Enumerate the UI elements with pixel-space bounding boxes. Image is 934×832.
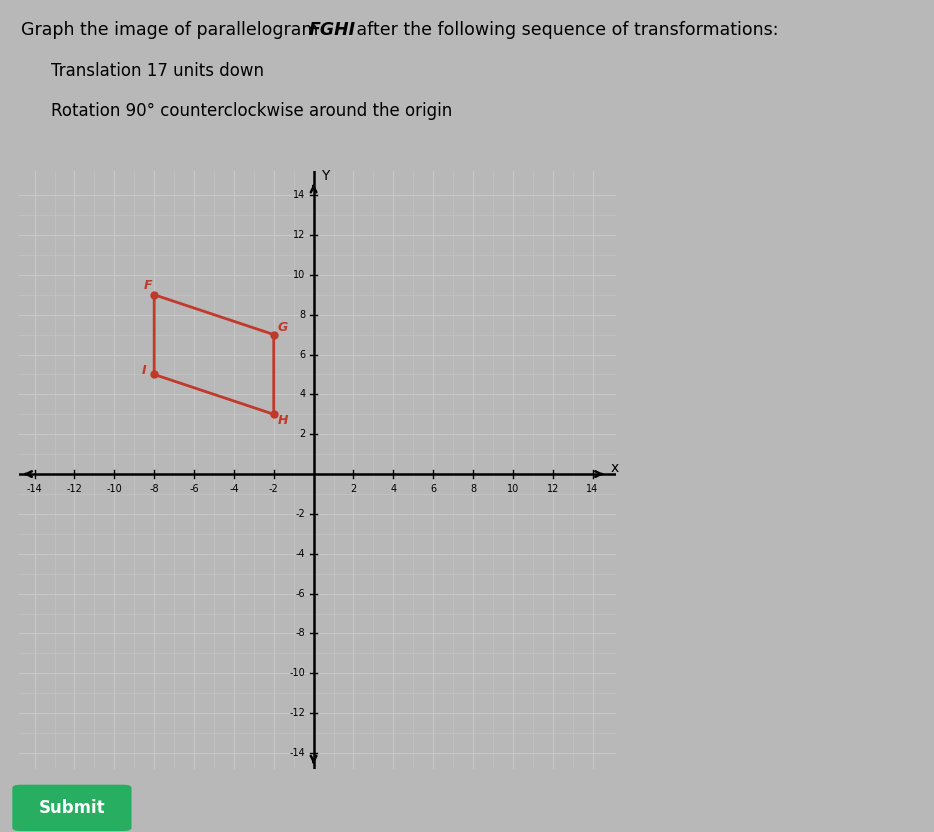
Text: x: x — [611, 461, 618, 475]
Text: 6: 6 — [300, 349, 305, 359]
Text: 8: 8 — [300, 310, 305, 319]
Text: Translation 17 units down: Translation 17 units down — [51, 62, 264, 81]
Text: H: H — [277, 414, 289, 428]
Text: -12: -12 — [66, 484, 82, 494]
Text: 10: 10 — [507, 484, 519, 494]
Text: F: F — [144, 279, 153, 292]
Text: 6: 6 — [430, 484, 436, 494]
Text: -6: -6 — [190, 484, 199, 494]
Text: 10: 10 — [293, 270, 305, 280]
Text: I: I — [142, 364, 147, 378]
Text: 12: 12 — [293, 230, 305, 240]
Text: 4: 4 — [390, 484, 396, 494]
Text: after the following sequence of transformations:: after the following sequence of transfor… — [351, 21, 779, 39]
Text: 8: 8 — [470, 484, 476, 494]
Text: 14: 14 — [587, 484, 599, 494]
Text: 4: 4 — [300, 389, 305, 399]
Text: 12: 12 — [546, 484, 559, 494]
Text: -14: -14 — [290, 748, 305, 758]
Text: -8: -8 — [296, 628, 305, 638]
Text: Graph the image of parallelogram: Graph the image of parallelogram — [21, 21, 323, 39]
Text: Y: Y — [321, 169, 330, 183]
FancyBboxPatch shape — [12, 785, 132, 831]
Text: -6: -6 — [296, 588, 305, 598]
Text: G: G — [277, 320, 288, 334]
Text: -4: -4 — [229, 484, 239, 494]
Text: 2: 2 — [300, 429, 305, 439]
Text: Submit: Submit — [38, 799, 106, 817]
Text: Rotation 90° counterclockwise around the origin: Rotation 90° counterclockwise around the… — [51, 102, 453, 120]
Text: -4: -4 — [296, 549, 305, 559]
Text: -12: -12 — [290, 708, 305, 718]
Text: -2: -2 — [296, 509, 305, 519]
Text: -8: -8 — [149, 484, 159, 494]
Text: -10: -10 — [106, 484, 122, 494]
Text: FGHI: FGHI — [308, 21, 355, 39]
Text: -10: -10 — [290, 668, 305, 678]
Text: 14: 14 — [293, 190, 305, 201]
Text: -14: -14 — [27, 484, 42, 494]
Text: 2: 2 — [350, 484, 357, 494]
Text: -2: -2 — [269, 484, 278, 494]
